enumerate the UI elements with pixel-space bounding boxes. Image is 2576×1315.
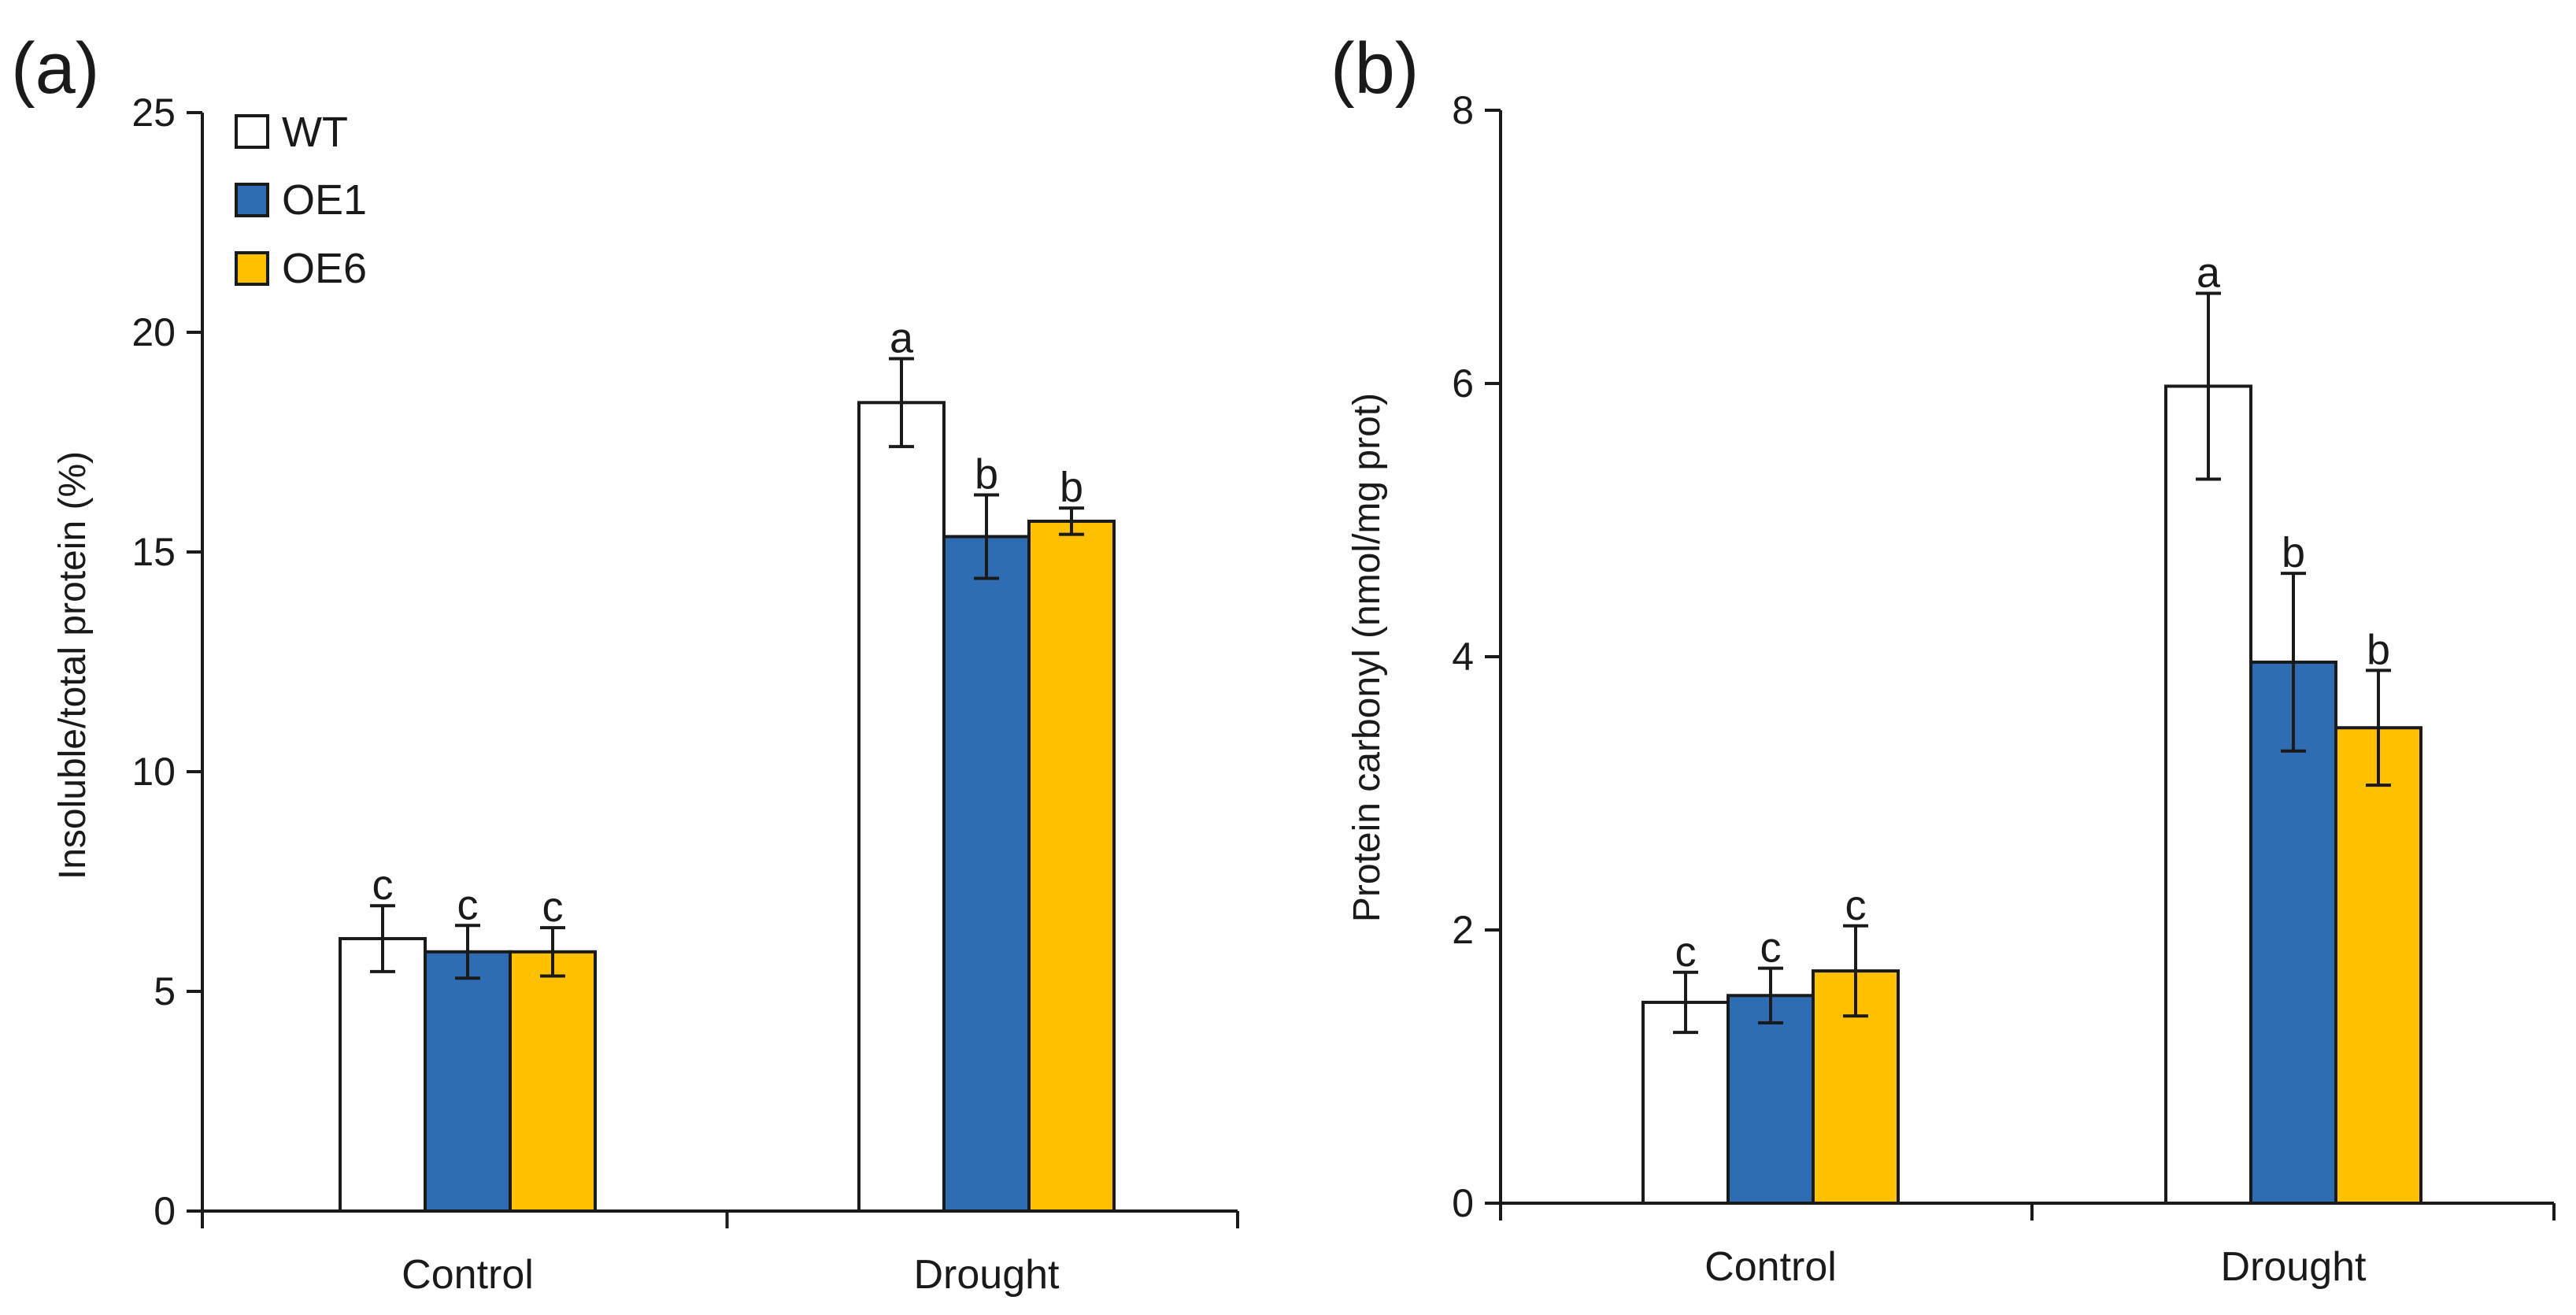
- panel-b-category-label: Control: [1704, 1244, 1837, 1290]
- panel-a-y-tick-label: 20: [131, 310, 176, 354]
- panel-b-significance-letter: a: [2197, 249, 2221, 296]
- panel-b-y-axis-title: Protein carbonyl (nmol/mg prot): [1346, 393, 1388, 922]
- panel-a-significance-letter: b: [1060, 464, 1083, 511]
- legend-swatch-oe6: [235, 251, 269, 286]
- panel-a-bar-oe6-drought: [1027, 519, 1116, 1213]
- panel-b-y-tick-label: 4: [1452, 635, 1474, 679]
- legend-swatch-wt: [235, 114, 269, 149]
- panel-b-significance-letter: c: [1760, 924, 1782, 972]
- panel-b-chart: (b) Protein carbonyl (nmol/mg prot) 0 2 4 6…: [1331, 28, 2556, 1290]
- legend-label-wt: WT: [282, 109, 348, 156]
- panel-a-significance-letter: a: [890, 314, 914, 361]
- legend-label-oe6: OE6: [282, 245, 367, 292]
- panel-a-category-label: Drought: [914, 1252, 1060, 1298]
- panel-b-bar-wt-drought: [2164, 384, 2252, 1206]
- panel-a-bar-wt-drought: [857, 401, 946, 1213]
- panel-b-significance-letter: b: [2367, 626, 2390, 673]
- panel-a-y-tick-label: 15: [131, 530, 176, 574]
- panel-b-label: (b): [1331, 28, 1419, 109]
- panel-a-label: (a): [11, 28, 99, 109]
- panel-a-y-axis-title: Insoluble/total protein (%): [52, 451, 94, 880]
- panel-a-y-tick-label: 25: [131, 91, 176, 135]
- panel-a-significance-letter: c: [372, 861, 394, 909]
- legend-swatch-oe1: [235, 183, 269, 217]
- panel-b-bar-oe1-control: [1727, 994, 1815, 1206]
- panel-b-significance-letter: c: [1675, 928, 1697, 976]
- legend-label-oe1: OE1: [282, 176, 367, 224]
- panel-b-bar-oe6-drought: [2334, 726, 2422, 1205]
- panel-a-y-tick-label: 0: [154, 1189, 176, 1233]
- panel-b-bar-wt-control: [1641, 1000, 1730, 1205]
- panel-a-significance-letter: b: [975, 450, 998, 498]
- panel-b-category-label: Drought: [2221, 1244, 2367, 1290]
- panel-a-chart: (a) Insoluble/total protein (%) 0 5 10 15 20…: [11, 28, 1239, 1298]
- panel-b-y-tick-label: 8: [1452, 88, 1474, 132]
- panel-a-y-tick-label: 10: [131, 750, 176, 794]
- panel-a-significance-letter: c: [457, 881, 479, 928]
- legend: WT OE1 OE6: [235, 109, 367, 292]
- panel-a-bar-oe1-drought: [942, 535, 1031, 1213]
- panel-a-significance-letter: c: [542, 883, 564, 931]
- panel-a-bar-oe1-control: [424, 950, 512, 1213]
- panel-b-y-tick-label: 6: [1452, 361, 1474, 406]
- panel-a-bar-wt-control: [339, 937, 427, 1213]
- panel-b-y-tick-label: 2: [1452, 908, 1474, 952]
- panel-b-y-tick-label: 0: [1452, 1181, 1474, 1225]
- panel-a-bar-oe6-control: [509, 950, 597, 1213]
- panel-a-category-label: Control: [402, 1252, 534, 1298]
- panel-a-y-tick-label: 5: [154, 969, 176, 1013]
- panel-b-significance-letter: b: [2282, 529, 2305, 576]
- panel-b-significance-letter: c: [1845, 882, 1867, 929]
